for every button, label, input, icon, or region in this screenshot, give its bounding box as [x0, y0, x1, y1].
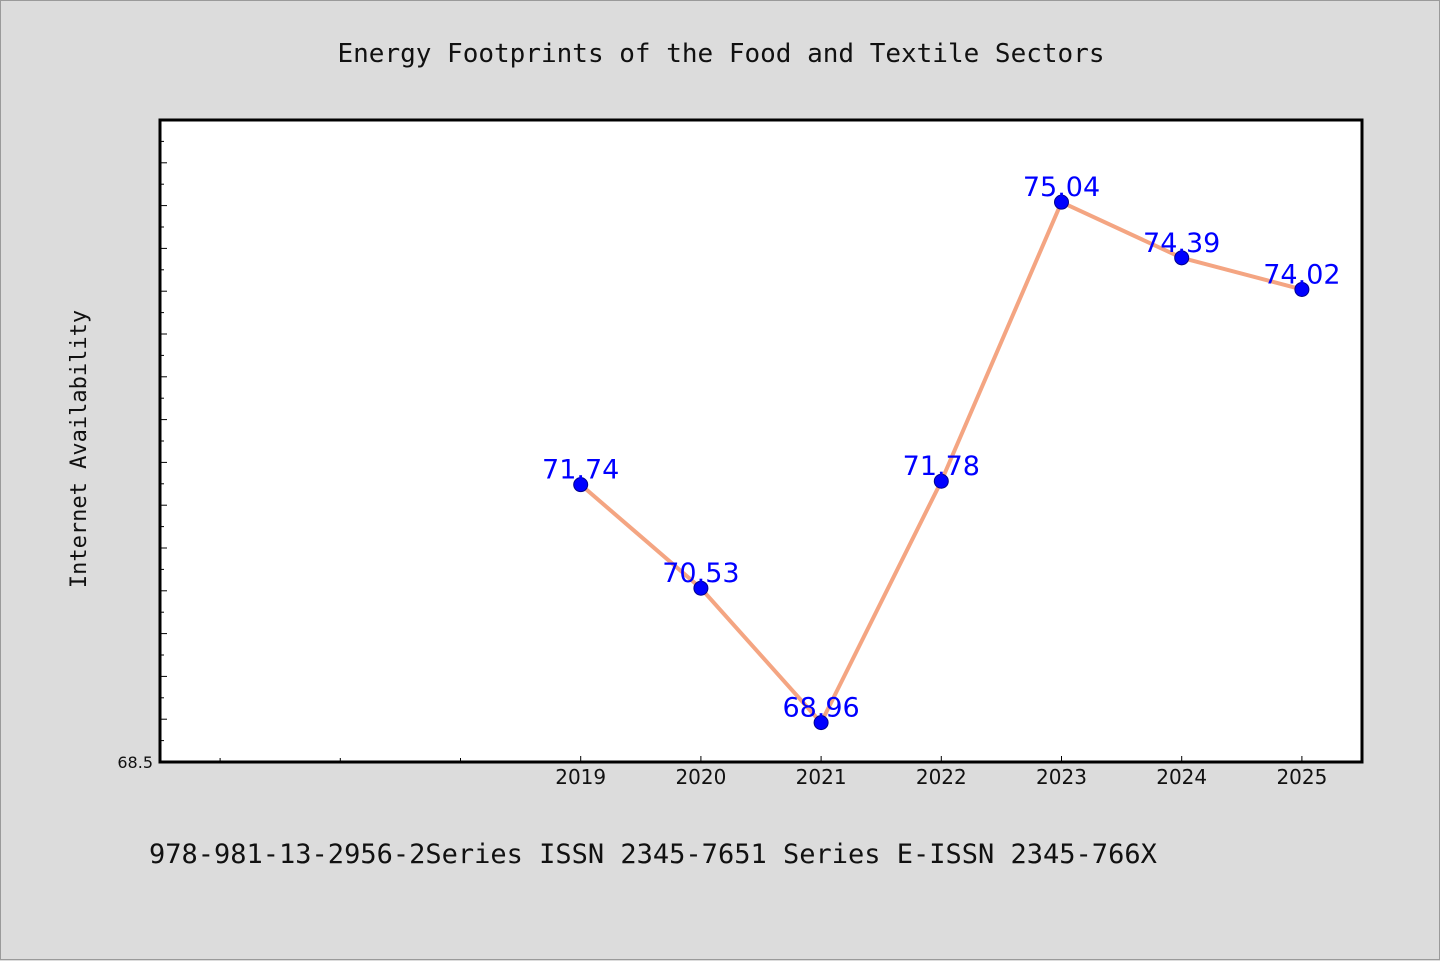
data-label-group: 71.74 70.53 68.96 71.78 75.04 74.39 74.02: [542, 172, 1340, 723]
plot-area: [158, 118, 1364, 764]
x-axis-ticks: [219, 756, 1303, 762]
data-label: 74.02: [1263, 259, 1340, 290]
x-tick-label: 2023: [1036, 765, 1087, 789]
x-tick-label: 2025: [1276, 765, 1327, 789]
data-point: [813, 715, 829, 731]
x-tick-label: 2019: [555, 765, 606, 789]
series-point-group: [573, 194, 1310, 731]
data-label: 75.04: [1023, 172, 1100, 203]
data-label: 71.74: [542, 455, 619, 486]
chart-title: Energy Footprints of the Food and Textil…: [337, 39, 1104, 69]
data-label: 74.39: [1143, 228, 1220, 259]
data-point: [1054, 194, 1069, 210]
data-label: 71.78: [903, 451, 980, 482]
data-label: 68.96: [782, 693, 859, 724]
data-point: [1294, 281, 1310, 297]
data-point: [933, 473, 949, 489]
x-tick-label: 2021: [796, 765, 847, 789]
x-tick-label: 2020: [675, 765, 726, 789]
y-axis-label: Internet Availability: [67, 310, 92, 588]
x-axis-tick-labels: 2019 2020 2021 2022 2023 2024 2025: [555, 765, 1327, 789]
y-axis-ticks: [160, 119, 167, 763]
x-tick-label: 2022: [916, 765, 967, 789]
data-label: 70.53: [662, 558, 739, 589]
footer-isbn-text: 978-981-13-2956-2Series ISSN 2345-7651 S…: [149, 839, 1157, 870]
data-point: [1174, 250, 1190, 266]
y-axis-min-label: 68.5: [117, 753, 153, 772]
data-point: [573, 477, 589, 493]
data-point: [693, 580, 709, 596]
x-tick-label: 2024: [1156, 765, 1207, 789]
